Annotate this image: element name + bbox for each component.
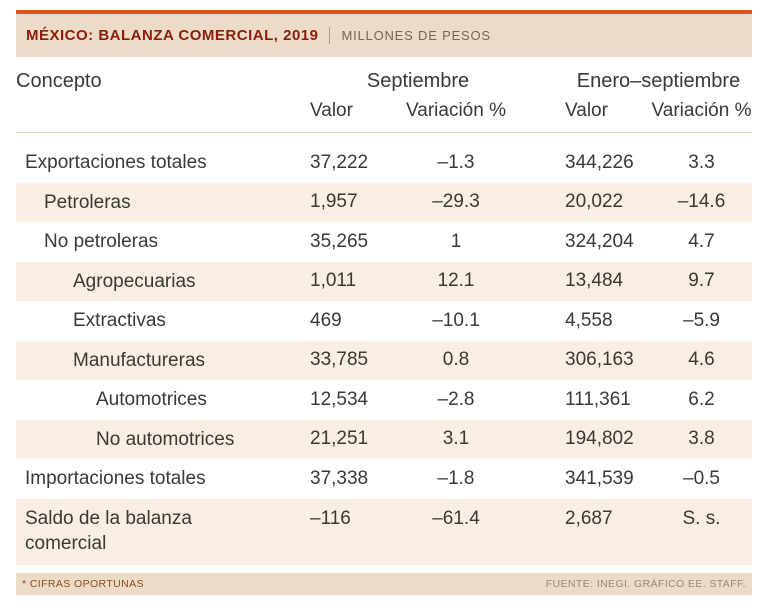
subheader-septiembre-valor: Valor bbox=[310, 100, 353, 121]
accent-bar bbox=[16, 10, 752, 14]
row-label: Saldo de la balanza comercial bbox=[25, 507, 192, 554]
cell-septiembre-valor: 1,011 bbox=[310, 270, 357, 292]
row-label: Petroleras bbox=[44, 191, 131, 213]
cell-septiembre-valor: 35,265 bbox=[310, 230, 369, 252]
row-label: Importaciones totales bbox=[25, 468, 206, 490]
graphic-title: MÉXICO: BALANZA COMERCIAL, 2019 bbox=[26, 27, 319, 44]
cell-septiembre-valor: 33,785 bbox=[310, 349, 369, 371]
cell-septiembre-variacion: 3.1 bbox=[442, 428, 470, 450]
row-label: No automotrices bbox=[96, 428, 235, 450]
table-row: Manufactureras 33,785 0.8 306,163 4.6 bbox=[16, 340, 752, 380]
cell-septiembre-variacion: 0.8 bbox=[442, 349, 470, 371]
cell-enero-valor: 4,558 bbox=[565, 309, 613, 331]
column-header-concepto: Concepto bbox=[16, 69, 102, 92]
row-label: Extractivas bbox=[73, 310, 166, 332]
cell-enero-valor: 344,226 bbox=[565, 151, 634, 173]
footer-band: * CIFRAS OPORTUNAS FUENTE: INEGI. GRÁFIC… bbox=[16, 572, 752, 595]
cell-septiembre-valor: 37,222 bbox=[310, 151, 369, 173]
column-group-enero-septiembre: Enero–septiembre bbox=[576, 69, 741, 92]
row-label: No petroleras bbox=[44, 231, 159, 253]
cell-enero-valor: 2,687 bbox=[565, 507, 613, 529]
row-label: Automotrices bbox=[96, 389, 207, 411]
subheader-septiembre-variacion: Variación % bbox=[406, 100, 506, 121]
cell-enero-variacion: 6.2 bbox=[688, 388, 715, 410]
cell-enero-variacion: 3.8 bbox=[688, 428, 715, 450]
cell-septiembre-variacion: 1 bbox=[450, 230, 462, 252]
column-group-row: Concepto Septiembre Enero–septiembre bbox=[16, 66, 752, 96]
cell-septiembre-valor: 1,957 bbox=[310, 191, 358, 213]
cell-septiembre-valor: 37,338 bbox=[310, 467, 369, 489]
column-subheader-row: Valor Variación % Valor Variación % bbox=[16, 96, 752, 126]
row-label: Exportaciones totales bbox=[25, 152, 207, 174]
cell-septiembre-valor: 12,534 bbox=[310, 388, 369, 410]
cell-enero-valor: 13,484 bbox=[565, 270, 624, 292]
cell-septiembre-variacion: 12.1 bbox=[437, 270, 475, 292]
cell-enero-variacion: 9.7 bbox=[688, 270, 715, 292]
row-label: Agropecuarias bbox=[73, 270, 196, 292]
cell-septiembre-valor: 21,251 bbox=[310, 428, 369, 450]
source-credit: FUENTE: INEGI. GRÁFICO EE. STAFF. bbox=[545, 577, 746, 590]
cell-septiembre-valor: –116 bbox=[310, 507, 351, 529]
cell-septiembre-variacion: –2.8 bbox=[437, 388, 475, 410]
table-row: Saldo de la balanza comercial –116 –61.4… bbox=[16, 498, 752, 565]
cell-enero-variacion: 4.6 bbox=[688, 349, 715, 371]
footer-gap bbox=[16, 565, 752, 573]
cell-enero-variacion: 3.3 bbox=[688, 151, 715, 173]
cell-enero-valor: 194,802 bbox=[565, 428, 634, 450]
subheader-enero-valor: Valor bbox=[565, 100, 608, 121]
cell-septiembre-variacion: –29.3 bbox=[432, 191, 480, 213]
table-row: Extractivas 469 –10.1 4,558 –5.9 bbox=[16, 301, 752, 341]
table-row: Automotrices 12,534 –2.8 111,361 6.2 bbox=[16, 380, 752, 420]
cell-enero-variacion: –0.5 bbox=[683, 467, 720, 489]
title-separator bbox=[329, 27, 331, 44]
cell-septiembre-variacion: –61.4 bbox=[432, 507, 480, 529]
cell-enero-valor: 341,539 bbox=[565, 467, 634, 489]
table-row: No automotrices 21,251 3.1 194,802 3.8 bbox=[16, 419, 752, 459]
table-row: No petroleras 35,265 1 324,204 4.7 bbox=[16, 222, 752, 262]
cell-septiembre-variacion: –1.8 bbox=[437, 467, 475, 489]
table-body: Exportaciones totales 37,222 –1.3 344,22… bbox=[16, 133, 752, 565]
cell-enero-valor: 324,204 bbox=[565, 230, 634, 252]
graphic-subtitle: MILLONES DE PESOS bbox=[341, 28, 491, 43]
footnote: * CIFRAS OPORTUNAS bbox=[22, 577, 144, 590]
cell-enero-valor: 306,163 bbox=[565, 349, 634, 371]
column-group-septiembre: Septiembre bbox=[366, 69, 470, 92]
table-row: Agropecuarias 1,011 12.1 13,484 9.7 bbox=[16, 261, 752, 301]
title-band: MÉXICO: BALANZA COMERCIAL, 2019 MILLONES… bbox=[16, 14, 752, 57]
cell-enero-variacion: S. s. bbox=[682, 507, 721, 529]
subheader-enero-variacion: Variación % bbox=[651, 100, 752, 121]
table-row: Importaciones totales 37,338 –1.8 341,53… bbox=[16, 459, 752, 499]
cell-septiembre-variacion: –1.3 bbox=[437, 151, 475, 173]
cell-enero-variacion: 4.7 bbox=[688, 230, 715, 252]
row-label: Manufactureras bbox=[73, 349, 206, 371]
cell-enero-variacion: –5.9 bbox=[683, 309, 720, 331]
table-header: Concepto Septiembre Enero–septiembre Val… bbox=[16, 57, 752, 133]
cell-enero-valor: 20,022 bbox=[565, 191, 624, 213]
cell-septiembre-variacion: –10.1 bbox=[432, 309, 480, 331]
cell-enero-valor: 111,361 bbox=[565, 388, 631, 410]
cell-enero-variacion: –14.6 bbox=[677, 191, 726, 213]
table-row: Petroleras 1,957 –29.3 20,022 –14.6 bbox=[16, 182, 752, 222]
table-row: Exportaciones totales 37,222 –1.3 344,22… bbox=[16, 143, 752, 183]
cell-septiembre-valor: 469 bbox=[310, 309, 342, 331]
